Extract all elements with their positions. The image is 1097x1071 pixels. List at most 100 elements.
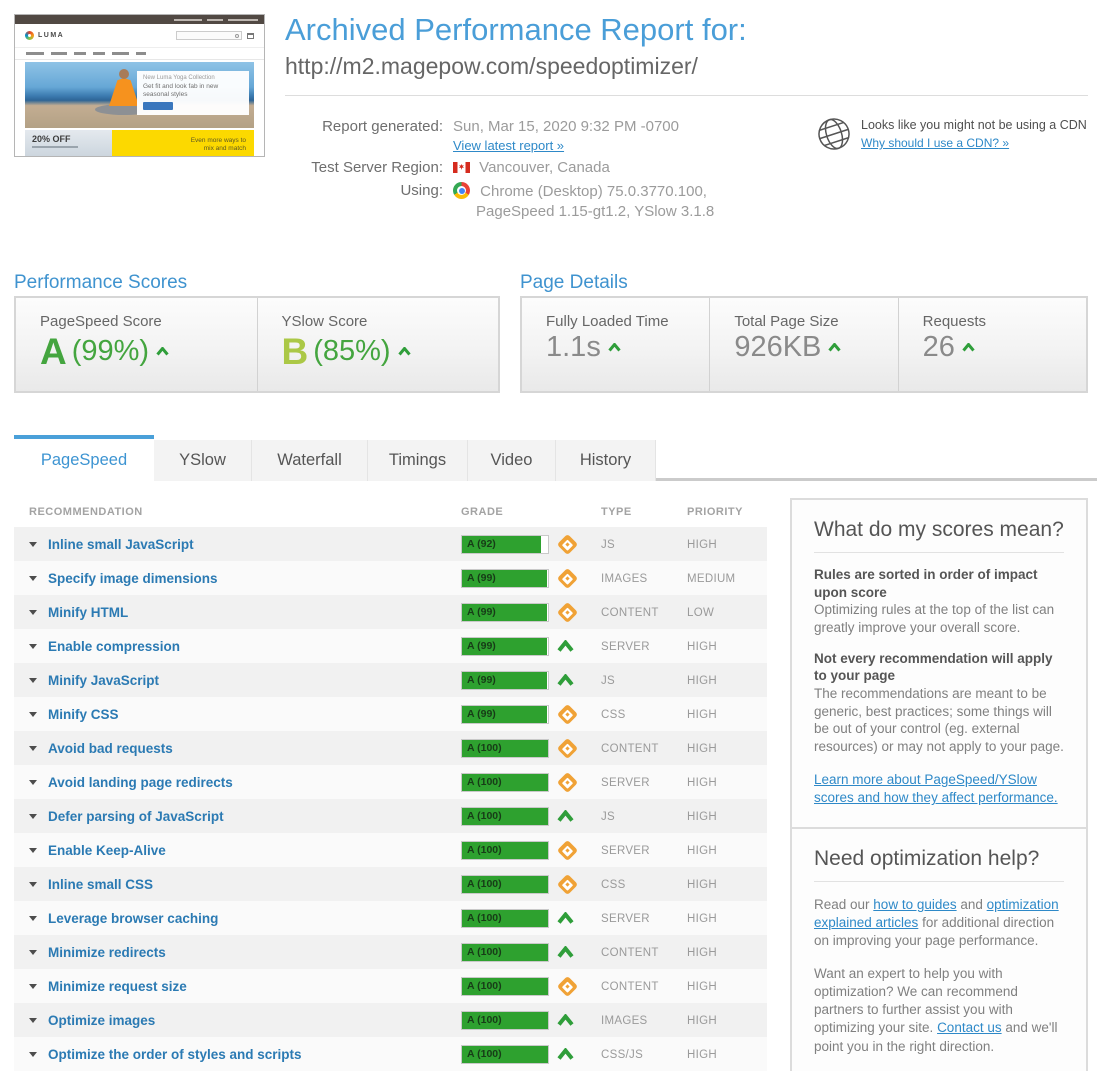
fully-loaded-time-value: 1.1s (546, 331, 601, 363)
diamond-icon (556, 533, 579, 555)
priority-column-header: PRIORITY (687, 506, 743, 518)
recommendation-link[interactable]: Minimize request size (48, 978, 187, 994)
site-thumbnail: LUMA New Luma Yoga Collection Get fit an… (14, 14, 265, 157)
tab-video[interactable]: Video (468, 440, 556, 481)
type-label: CSS/JS (601, 1049, 644, 1061)
learn-more-link[interactable]: Learn more about PageSpeed/YSlow scores … (814, 772, 1058, 806)
table-row: Leverage browser caching A (100) SERVER HIG… (14, 901, 767, 935)
table-row: Avoid landing page redirects A (100) SERVE… (14, 765, 767, 799)
expand-triangle-icon[interactable] (29, 677, 37, 683)
expand-triangle-icon[interactable] (29, 575, 37, 581)
grade-bar: A (100) (461, 1044, 549, 1064)
table-row: Minify JavaScript A (99) JS HIGH (14, 663, 767, 697)
scores-info-body-1: Optimizing rules at the top of the list … (814, 602, 1055, 635)
table-row: Minify HTML A (99) CONTENT LOW (14, 595, 767, 629)
trend-up-icon (156, 347, 169, 356)
expand-triangle-icon[interactable] (29, 1017, 37, 1023)
optimization-articles-link[interactable]: optimization explained articles (814, 897, 1059, 931)
priority-label: HIGH (687, 709, 717, 721)
recommendation-link[interactable]: Minify JavaScript (48, 672, 160, 688)
diamond-icon (556, 839, 579, 861)
view-latest-report-link[interactable]: View latest report » (453, 138, 565, 153)
report-generated-label: Report generated: (322, 118, 443, 135)
cdn-notice-text: Looks like you might not be using a CDN (861, 118, 1087, 132)
trend-up-icon (828, 343, 842, 352)
expand-triangle-icon[interactable] (29, 813, 37, 819)
expand-triangle-icon[interactable] (29, 983, 37, 989)
expand-triangle-icon[interactable] (29, 915, 37, 921)
recommendation-link[interactable]: Minify HTML (48, 604, 129, 620)
expand-triangle-icon[interactable] (29, 1051, 37, 1057)
contact-us-link[interactable]: Contact us (937, 1020, 1002, 1036)
thumb-promo-right-text: Even more ways to mix and match (190, 136, 246, 152)
tab-timings[interactable]: Timings (368, 440, 468, 481)
tab-yslow[interactable]: YSlow (154, 440, 252, 481)
scores-info-body-2: The recommendations are meant to be gene… (814, 685, 1064, 755)
recommendation-link[interactable]: Enable Keep-Alive (48, 842, 166, 858)
grade-value: A (99) (467, 673, 496, 686)
priority-label: HIGH (687, 811, 717, 823)
recommendation-link[interactable]: Optimize the order of styles and scripts (48, 1046, 302, 1062)
tab-history[interactable]: History (556, 440, 656, 481)
header-divider (285, 95, 1088, 96)
expand-triangle-icon[interactable] (29, 609, 37, 615)
thumb-promo-row: 20% OFF Even more ways to mix and match (25, 130, 254, 156)
diamond-icon (556, 975, 579, 997)
yslow-grade-percent: (85%) (313, 335, 391, 367)
table-row: Optimize the order of styles and scripts… (14, 1037, 767, 1071)
page-title: Archived Performance Report for: (285, 12, 747, 47)
report-url: http://m2.magepow.com/speedoptimizer/ (285, 53, 698, 79)
expand-triangle-icon[interactable] (29, 881, 37, 887)
recommendation-link[interactable]: Inline small JavaScript (48, 536, 194, 552)
expand-triangle-icon[interactable] (29, 711, 37, 717)
expand-triangle-icon[interactable] (29, 643, 37, 649)
report-tabs: PageSpeed YSlow Waterfall Timings Video Histo… (14, 435, 656, 481)
diamond-icon (556, 873, 579, 895)
recommendation-link[interactable]: Minify CSS (48, 706, 119, 722)
yslow-score-label: YSlow Score (281, 313, 368, 330)
priority-label: HIGH (687, 1049, 717, 1061)
priority-label: HIGH (687, 913, 717, 925)
recommendation-link[interactable]: Defer parsing of JavaScript (48, 808, 224, 824)
type-label: SERVER (601, 845, 650, 857)
grade-bar: A (100) (461, 772, 549, 792)
chevron-up-icon (557, 912, 574, 924)
tab-waterfall[interactable]: Waterfall (252, 440, 368, 481)
table-row: Defer parsing of JavaScript A (100) JS HIGH (14, 799, 767, 833)
chevron-up-icon (557, 1014, 574, 1026)
recommendation-link[interactable]: Inline small CSS (48, 876, 154, 892)
grade-value: A (100) (467, 979, 502, 992)
expand-triangle-icon[interactable] (29, 949, 37, 955)
test-server-region-label: Test Server Region: (311, 159, 443, 176)
grade-value: A (99) (467, 639, 496, 652)
expand-triangle-icon[interactable] (29, 847, 37, 853)
priority-label: HIGH (687, 947, 717, 959)
recommendation-link[interactable]: Specify image dimensions (48, 570, 218, 586)
recommendation-link[interactable]: Minimize redirects (48, 944, 166, 960)
page-details-panel: Fully Loaded Time 1.1s Total Page Size 9… (520, 296, 1088, 393)
expand-triangle-icon[interactable] (29, 745, 37, 751)
recommendation-link[interactable]: Avoid bad requests (48, 740, 173, 756)
how-to-guides-link[interactable]: how to guides (873, 897, 957, 912)
recommendations-table: RECOMMENDATION GRADE TYPE PRIORITY Inlin… (14, 497, 767, 1071)
thumb-promo-right: Even more ways to mix and match (112, 130, 254, 156)
expand-triangle-icon[interactable] (29, 779, 37, 785)
recommendation-link[interactable]: Optimize images (48, 1012, 156, 1028)
grade-value: A (92) (467, 537, 496, 550)
grade-bar: A (100) (461, 1010, 549, 1030)
expand-triangle-icon[interactable] (29, 541, 37, 547)
recommendation-link[interactable]: Leverage browser caching (48, 910, 219, 926)
tab-pagespeed[interactable]: PageSpeed (14, 435, 154, 481)
recommendation-link[interactable]: Enable compression (48, 638, 181, 654)
cdn-info-link[interactable]: Why should I use a CDN? » (861, 136, 1010, 150)
thumb-hero-eyebrow: New Luma Yoga Collection (143, 75, 215, 81)
diamond-icon (556, 737, 579, 759)
type-label: CONTENT (601, 947, 659, 959)
recommendation-link[interactable]: Avoid landing page redirects (48, 774, 233, 790)
chevron-up-icon (557, 640, 574, 652)
yslow-grade-letter: B (281, 331, 309, 372)
grade-column-header: GRADE (461, 506, 504, 518)
type-label: SERVER (601, 777, 650, 789)
grade-bar: A (99) (461, 704, 549, 724)
pagespeed-grade-letter: A (40, 331, 67, 372)
